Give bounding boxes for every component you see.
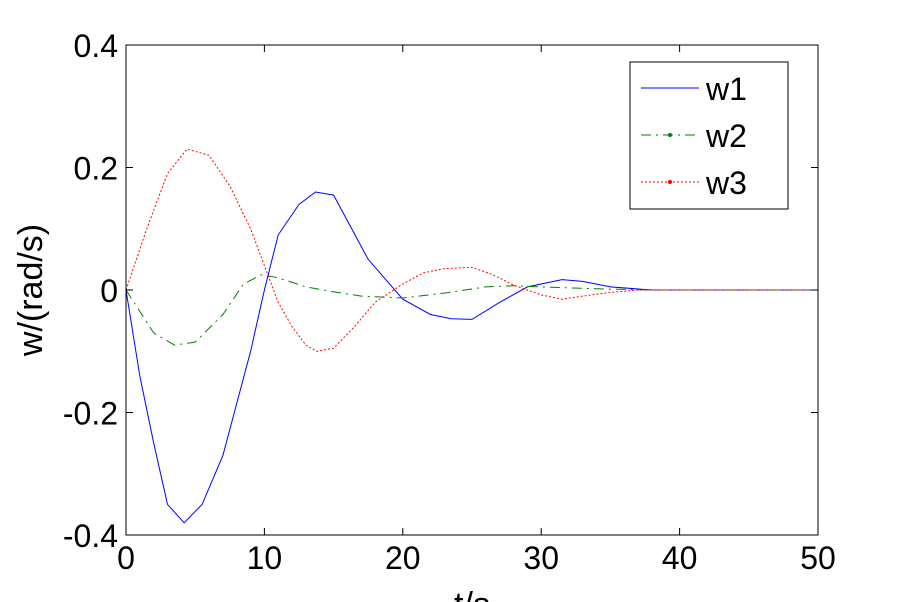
y-tick-label: 0.2 (74, 151, 118, 187)
series-layer (125, 148, 818, 524)
legend-label: w3 (705, 165, 747, 201)
legend-marker (668, 133, 672, 137)
legend-item-w2: w2 (641, 118, 747, 154)
y-tick-label: 0.4 (74, 28, 118, 64)
x-axis-label: t/s (454, 586, 490, 602)
legend-label: w2 (705, 118, 747, 154)
x-tick-label: 40 (662, 540, 698, 576)
ticks-layer: 0 10 20 30 40 50 -0.4 -0.2 0 0.2 0.4 (63, 28, 836, 576)
y-tick-label: -0.4 (63, 518, 118, 554)
x-tick-label: 10 (247, 540, 283, 576)
legend-item-w3: w3 (641, 165, 747, 201)
series-line-w1 (125, 191, 818, 524)
x-tick-label: 50 (800, 540, 836, 576)
legend: w1 w2 w3 (629, 61, 789, 210)
legend-label: w1 (705, 71, 747, 107)
x-tick-label: 0 (117, 540, 135, 576)
y-tick-label: -0.2 (63, 396, 118, 432)
x-tick-label: 20 (385, 540, 421, 576)
series-line-w3 (125, 148, 818, 352)
y-tick-label: 0 (100, 273, 118, 309)
x-tick-label: 30 (523, 540, 559, 576)
legend-item-w1: w1 (641, 71, 747, 107)
legend-marker (668, 180, 672, 184)
series-line-w2 (125, 274, 818, 346)
y-axis-label: w/(rad/s) (12, 224, 50, 357)
